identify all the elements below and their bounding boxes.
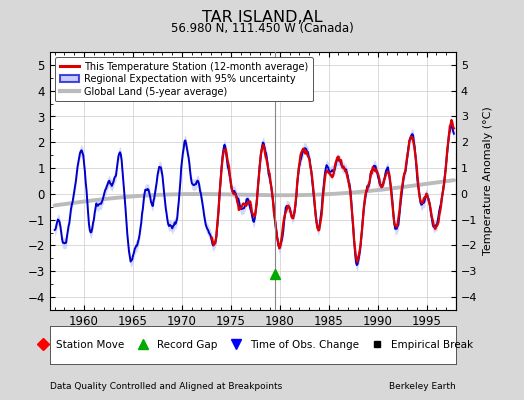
Legend: Station Move, Record Gap, Time of Obs. Change, Empirical Break: Station Move, Record Gap, Time of Obs. C… xyxy=(29,337,476,353)
Text: Berkeley Earth: Berkeley Earth xyxy=(389,382,456,391)
Text: 56.980 N, 111.450 W (Canada): 56.980 N, 111.450 W (Canada) xyxy=(171,22,353,35)
Text: Data Quality Controlled and Aligned at Breakpoints: Data Quality Controlled and Aligned at B… xyxy=(50,382,282,391)
Legend: This Temperature Station (12-month average), Regional Expectation with 95% uncer: This Temperature Station (12-month avera… xyxy=(54,57,313,102)
Y-axis label: Temperature Anomaly (°C): Temperature Anomaly (°C) xyxy=(483,107,493,255)
Text: TAR ISLAND,AL: TAR ISLAND,AL xyxy=(202,10,322,25)
